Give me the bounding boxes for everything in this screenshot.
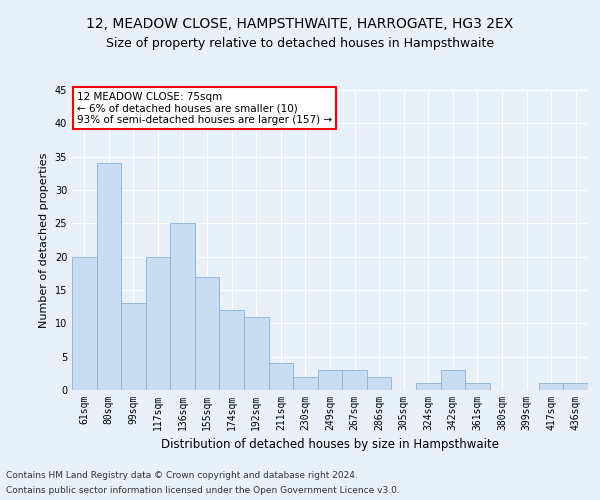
X-axis label: Distribution of detached houses by size in Hampsthwaite: Distribution of detached houses by size … — [161, 438, 499, 452]
Text: 12, MEADOW CLOSE, HAMPSTHWAITE, HARROGATE, HG3 2EX: 12, MEADOW CLOSE, HAMPSTHWAITE, HARROGAT… — [86, 18, 514, 32]
Bar — [293, 376, 318, 390]
Text: Contains public sector information licensed under the Open Government Licence v3: Contains public sector information licen… — [6, 486, 400, 495]
Y-axis label: Number of detached properties: Number of detached properties — [39, 152, 49, 328]
Bar — [416, 384, 440, 390]
Bar — [563, 384, 588, 390]
Text: Size of property relative to detached houses in Hampsthwaite: Size of property relative to detached ho… — [106, 38, 494, 51]
Bar — [244, 316, 269, 390]
Bar — [146, 256, 170, 390]
Bar — [367, 376, 391, 390]
Bar — [318, 370, 342, 390]
Bar — [170, 224, 195, 390]
Bar — [72, 256, 97, 390]
Bar — [97, 164, 121, 390]
Text: Contains HM Land Registry data © Crown copyright and database right 2024.: Contains HM Land Registry data © Crown c… — [6, 471, 358, 480]
Text: 12 MEADOW CLOSE: 75sqm
← 6% of detached houses are smaller (10)
93% of semi-deta: 12 MEADOW CLOSE: 75sqm ← 6% of detached … — [77, 92, 332, 124]
Bar — [121, 304, 146, 390]
Bar — [269, 364, 293, 390]
Bar — [465, 384, 490, 390]
Bar — [342, 370, 367, 390]
Bar — [539, 384, 563, 390]
Bar — [195, 276, 220, 390]
Bar — [440, 370, 465, 390]
Bar — [220, 310, 244, 390]
